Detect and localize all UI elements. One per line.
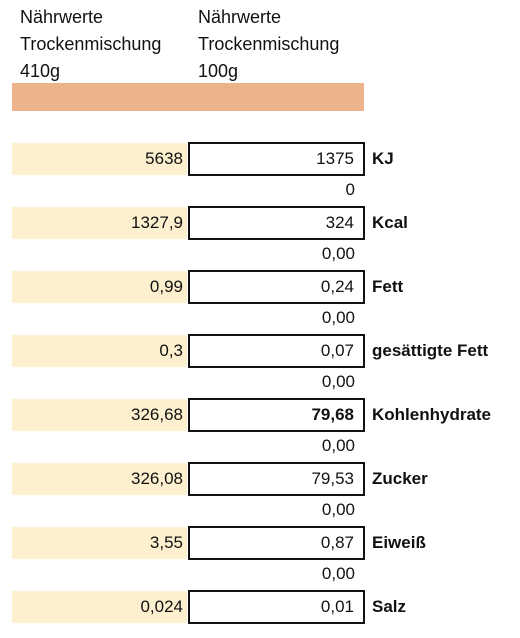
table-row: 326,08 79,53 Zucker: [0, 462, 520, 496]
value-100g-cell[interactable]: 0,07: [188, 334, 365, 368]
value-410g-cell[interactable]: 326,08: [12, 463, 187, 495]
value-100g-cell[interactable]: 1375: [188, 142, 365, 176]
value-100g-cell[interactable]: 0,01: [188, 590, 365, 624]
value-100g-cell[interactable]: 79,53: [188, 462, 365, 496]
difference-value: 0: [345, 180, 355, 199]
nutrient-label: Kohlenhydrate: [372, 405, 492, 424]
nutrient-label: KJ: [372, 149, 394, 168]
header-line: 410g: [20, 61, 61, 81]
value-410g-cell[interactable]: 0,3: [12, 335, 187, 367]
table-row: 3,55 0,87 Eiweiß: [0, 526, 520, 560]
value-100g-cell[interactable]: 0,87: [188, 526, 365, 560]
difference-value: 0,00: [321, 308, 355, 327]
header-line: Nährwerte: [198, 7, 282, 27]
header-line: 100g: [198, 61, 239, 81]
difference-value: 0,00: [321, 436, 355, 455]
nutrient-label: Eiweiß: [372, 533, 426, 552]
nutrient-label: Salz: [372, 597, 407, 616]
value-410g-cell[interactable]: 0,024: [12, 591, 187, 623]
difference-value: 0,00: [321, 372, 355, 391]
table-row: 326,68 79,68 Kohlenhydrate: [0, 398, 520, 432]
header-color-bar: [12, 83, 364, 111]
value-410g-cell[interactable]: 5638: [12, 143, 187, 175]
value-100g-cell[interactable]: 0,24: [188, 270, 365, 304]
value-410g-cell[interactable]: 3,55: [12, 527, 187, 559]
value-100g-cell[interactable]: 79,68: [188, 398, 365, 432]
value-100g-cell[interactable]: 324: [188, 206, 365, 240]
header-line: Trockenmischung: [198, 34, 340, 54]
difference-value: 0,00: [321, 500, 355, 519]
value-410g-cell[interactable]: 0,99: [12, 271, 187, 303]
nutrient-label: gesättigte Fett: [372, 341, 489, 360]
table-row: 0,99 0,24 Fett: [0, 270, 520, 304]
header-line: Trockenmischung: [20, 34, 162, 54]
value-410g-cell[interactable]: 1327,9: [12, 207, 187, 239]
table-row: 5638 1375 KJ: [0, 142, 520, 176]
nutrient-label: Kcal: [372, 213, 408, 232]
header-line: Nährwerte: [20, 7, 104, 27]
value-410g-cell[interactable]: 326,68: [12, 399, 187, 431]
nutrient-label: Zucker: [372, 469, 428, 488]
difference-value: 0,00: [321, 244, 355, 263]
table-row: 1327,9 324 Kcal: [0, 206, 520, 240]
difference-value: 0,00: [321, 564, 355, 583]
table-row: 0,024 0,01 Salz: [0, 590, 520, 624]
header-col-100g: Nährwerte Trockenmischung 100g: [198, 4, 339, 85]
table-row: 0,3 0,07 gesättigte Fett: [0, 334, 520, 368]
nutrient-label: Fett: [372, 277, 404, 296]
header-col-410g: Nährwerte Trockenmischung 410g: [20, 4, 161, 85]
